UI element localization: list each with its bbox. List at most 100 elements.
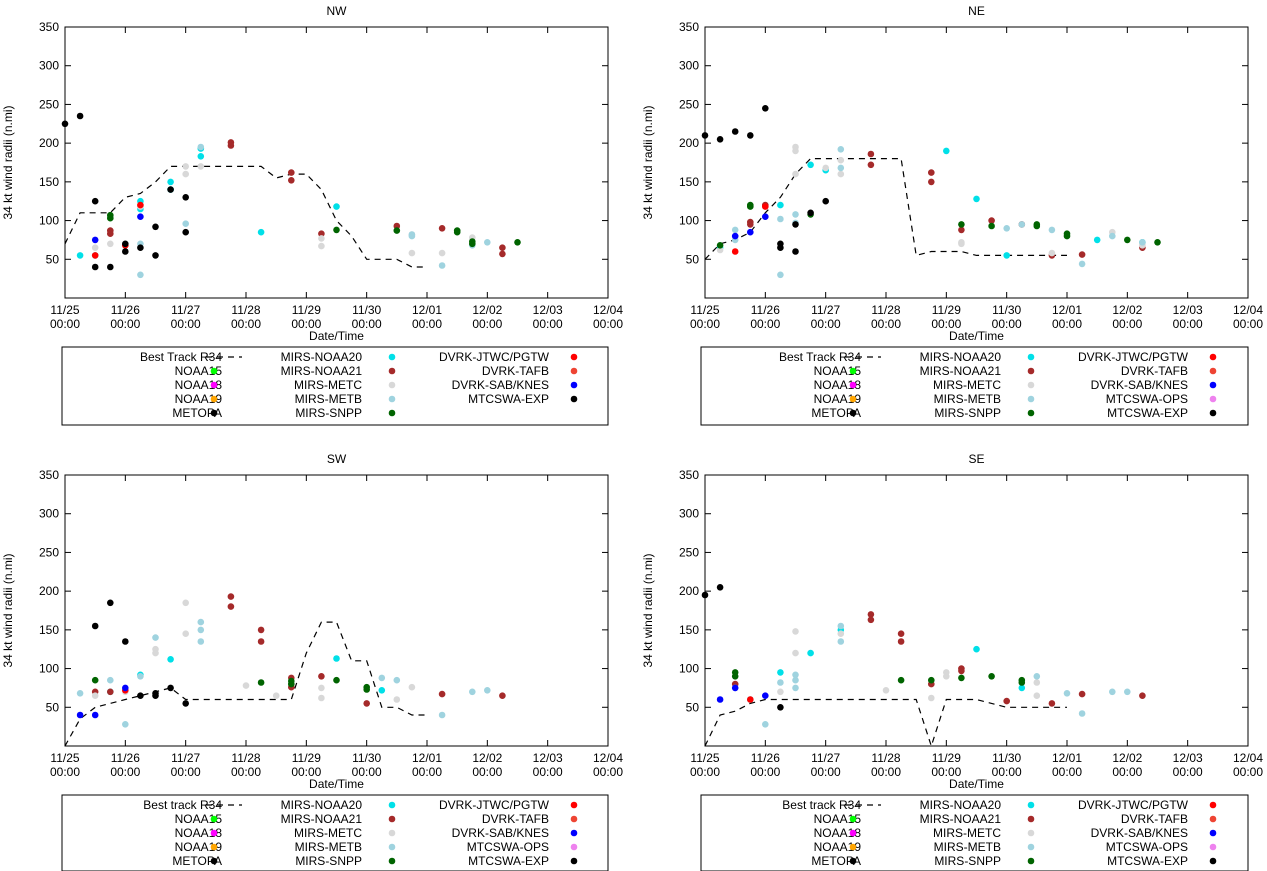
x-tick-label-date: 12/01	[1052, 303, 1082, 317]
data-point	[747, 203, 754, 210]
legend-label: MIRS-NOAA20	[281, 798, 363, 812]
data-point	[1018, 221, 1026, 228]
x-tick-label-date: 11/26	[751, 751, 780, 765]
data-point	[1003, 252, 1010, 259]
legend-dot-symbol	[1027, 857, 1035, 865]
x-tick-label-date: 12/02	[1112, 751, 1142, 765]
data-point	[1063, 232, 1071, 240]
data-point	[777, 240, 784, 248]
chart-title: NE	[968, 4, 985, 18]
data-point	[701, 132, 709, 139]
legend-label: DVRK-TAFB	[1121, 812, 1188, 826]
legend-label: MIRS-NOAA20	[920, 350, 1002, 364]
series-mirs-snpp	[107, 211, 521, 248]
legend-dot-symbol	[210, 381, 218, 389]
data-point	[777, 669, 784, 676]
data-point	[897, 676, 905, 684]
series-dvrk-jtwc-pgtw	[91, 201, 144, 259]
data-point	[731, 232, 739, 240]
data-point	[393, 227, 401, 234]
x-tick-label-time: 00:00	[811, 317, 841, 331]
legend-label: DVRK-TAFB	[1121, 364, 1188, 378]
data-point	[928, 694, 935, 702]
x-tick-label-time: 00:00	[811, 765, 841, 779]
series-mirs-noaa20	[107, 655, 386, 696]
data-point	[318, 694, 325, 702]
y-tick-label: 100	[679, 662, 699, 676]
legend-label: MTCSWA-EXP	[1107, 406, 1188, 420]
best-track-line	[705, 698, 1067, 746]
x-tick-label-time: 00:00	[871, 317, 901, 331]
data-point	[1124, 236, 1131, 244]
legend-label: METOPA	[811, 406, 861, 420]
data-point	[197, 626, 205, 634]
x-tick-label-date: 11/26	[111, 751, 140, 765]
data-point	[107, 214, 114, 222]
x-tick-label-date: 12/04	[1233, 751, 1263, 765]
data-point	[792, 671, 799, 679]
data-point	[731, 684, 739, 692]
data-point	[288, 169, 295, 176]
legend-label: MIRS-METB	[295, 840, 362, 854]
data-point	[393, 222, 401, 230]
x-tick-label-date: 12/04	[1233, 303, 1263, 317]
data-point	[76, 711, 84, 719]
y-tick-label: 150	[679, 623, 699, 637]
y-tick-label: 300	[39, 59, 59, 73]
panel-ne: NE5010015020025030035011/2500:0011/2600:…	[641, 4, 1263, 426]
y-tick-label: 300	[679, 59, 699, 73]
data-point	[837, 164, 845, 172]
data-point	[197, 143, 205, 151]
x-tick-label-time: 00:00	[931, 317, 961, 331]
legend-label: Best Track R34	[140, 350, 222, 364]
chart-title: SW	[327, 452, 347, 466]
data-point	[122, 684, 129, 692]
x-tick-label-date: 11/25	[690, 751, 719, 765]
legend-dot-symbol	[1209, 353, 1217, 361]
data-point	[792, 628, 799, 635]
panel-sw: SW5010015020025030035011/2500:0011/2600:…	[1, 452, 623, 871]
series-mirs-metb	[731, 146, 1146, 279]
data-point	[499, 692, 506, 699]
legend-label: MTCSWA-OPS	[467, 840, 549, 854]
data-point	[122, 248, 129, 255]
data-point	[91, 263, 99, 271]
y-tick-label: 250	[39, 545, 59, 559]
x-tick-label-date: 12/04	[593, 303, 623, 317]
data-point	[1018, 679, 1026, 686]
x-tick-label-time: 00:00	[1052, 317, 1082, 331]
legend-label: Best track R34	[143, 798, 222, 812]
legend-label: DVRK-JTWC/PGTW	[439, 350, 550, 364]
legend-dot-symbol	[388, 843, 396, 851]
legend-label: MTCSWA-EXP	[1107, 854, 1188, 868]
legend-label: DVRK-SAB/KNES	[1091, 378, 1188, 392]
series-mirs-snpp	[91, 676, 371, 693]
data-point	[91, 197, 99, 205]
data-point	[731, 128, 739, 135]
legend-label: MIRS-SNPP	[295, 854, 362, 868]
x-tick-label-time: 00:00	[992, 765, 1022, 779]
x-tick-label-time: 00:00	[412, 765, 442, 779]
legend-label: MIRS-SNPP	[934, 854, 1001, 868]
data-point	[438, 262, 446, 269]
legend-dot-symbol	[1209, 367, 1217, 375]
legend-box	[61, 794, 609, 871]
data-point	[1093, 236, 1101, 244]
x-tick-label-time: 00:00	[352, 317, 382, 331]
x-axis-label: Date/Time	[949, 329, 1004, 343]
x-tick-label-date: 12/01	[412, 303, 442, 317]
data-point	[272, 692, 280, 699]
legend-box	[700, 794, 1249, 871]
y-tick-label: 250	[679, 545, 699, 559]
x-tick-label-date: 11/30	[352, 751, 381, 765]
series-mtcswa-exp	[91, 599, 189, 707]
data-point	[453, 228, 461, 236]
legend-dot-symbol	[388, 409, 396, 417]
legend-label: NOAA19	[175, 392, 223, 406]
series-mirs-snpp	[716, 201, 1161, 249]
y-tick-label: 100	[679, 214, 699, 228]
y-axis-label: 34 kt wind radii (n.mi)	[641, 105, 655, 219]
y-tick-label: 50	[686, 252, 700, 266]
legend-dot-symbol	[570, 801, 578, 809]
legend-dot-symbol	[1027, 395, 1035, 403]
